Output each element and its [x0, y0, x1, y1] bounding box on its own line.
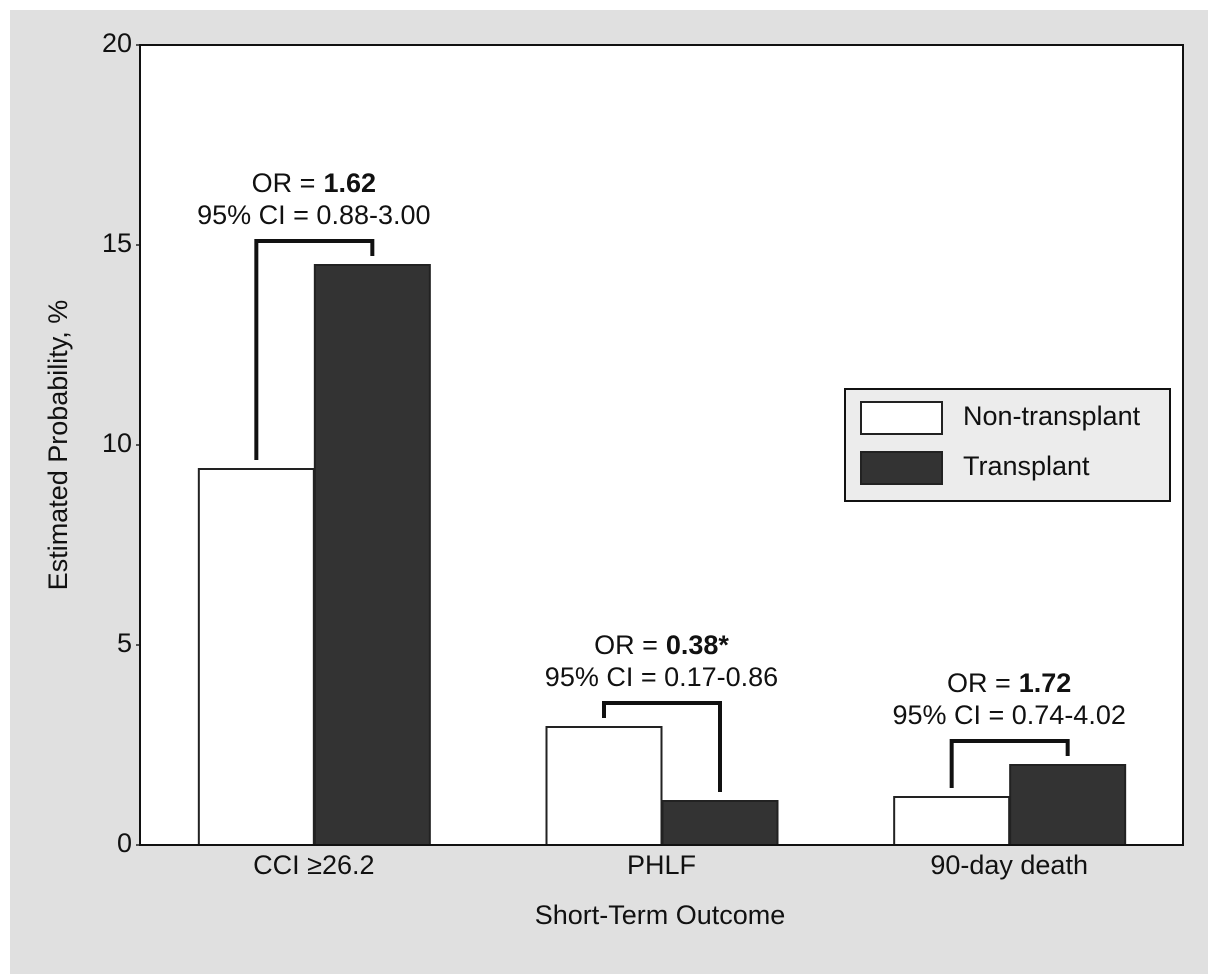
or-value: 1.62: [323, 168, 376, 198]
bracket: [602, 701, 722, 792]
or-prefix: OR =: [594, 630, 658, 660]
legend-label: Non-transplant: [963, 401, 1141, 431]
bar: [313, 264, 431, 846]
y-tick-label: 5: [117, 628, 132, 658]
or-annotation: OR = 0.38*: [594, 630, 729, 660]
x-tick-label: PHLF: [627, 850, 696, 880]
bar: [1009, 764, 1127, 846]
ci-annotation: 95% CI = 0.17-0.86: [545, 662, 778, 692]
legend-swatch: [860, 451, 943, 485]
ci-annotation: 95% CI = 0.74-4.02: [892, 700, 1125, 730]
or-annotation: OR = 1.72: [947, 668, 1071, 698]
bracket: [949, 739, 1070, 788]
y-tick-label: 20: [102, 28, 132, 58]
bar: [197, 468, 315, 846]
x-axis-title: Short-Term Outcome: [535, 900, 786, 930]
or-value: 1.72: [1019, 668, 1072, 698]
or-annotation: OR = 1.62: [252, 168, 376, 198]
x-tick-label: 90-day death: [930, 850, 1088, 880]
y-tick-label: 15: [102, 228, 132, 258]
bar: [893, 796, 1011, 846]
bar: [545, 726, 663, 846]
bracket: [254, 239, 375, 460]
or-prefix: OR =: [947, 668, 1011, 698]
y-tick-label: 0: [117, 828, 132, 858]
bar: [661, 800, 779, 846]
or-value: 0.38*: [666, 630, 730, 660]
legend-swatch: [860, 401, 943, 435]
ci-annotation: 95% CI = 0.88-3.00: [197, 200, 430, 230]
plot-frame: [139, 44, 1184, 846]
x-tick-label: CCI ≥26.2: [253, 850, 374, 880]
y-axis-title: Estimated Probability, %: [43, 300, 73, 591]
or-prefix: OR =: [252, 168, 316, 198]
y-tick-label: 10: [102, 428, 132, 458]
legend-label: Transplant: [963, 451, 1090, 481]
